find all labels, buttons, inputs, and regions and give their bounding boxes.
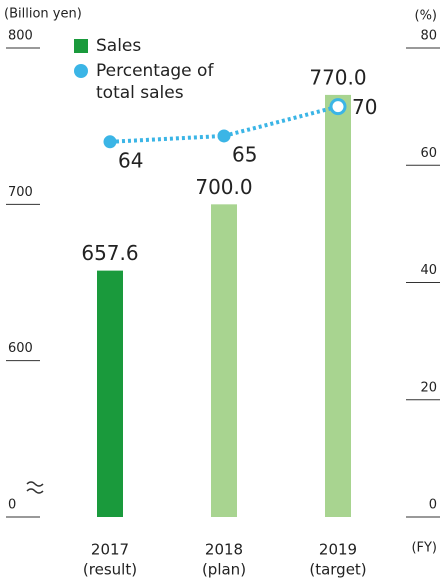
legend-label: Sales xyxy=(96,36,142,56)
data-label: 70 xyxy=(352,95,377,119)
data-label: 770.0 xyxy=(309,65,366,89)
axis-break xyxy=(26,481,44,494)
data-label: 700.0 xyxy=(195,175,252,199)
legend: Sales Percentage of total sales xyxy=(74,35,216,104)
bar xyxy=(325,94,351,518)
y2-tick-label: 40 xyxy=(420,263,437,278)
y-axis-label: (Billion yen) xyxy=(4,7,82,22)
y2-axis-label: (%) xyxy=(415,9,438,24)
line-point xyxy=(217,129,231,143)
x-tick-sublabel: (plan) xyxy=(202,561,246,579)
y-tick-label: 700 xyxy=(8,185,33,200)
bar xyxy=(211,204,237,518)
legend-item: Sales xyxy=(74,35,216,57)
x-tick-label: 2018 xyxy=(205,541,243,559)
y-tick-label: 800 xyxy=(8,29,33,44)
legend-item: Percentage of total sales xyxy=(74,60,216,104)
y2-tick-label: 0 xyxy=(429,498,437,513)
y-tick-label: 600 xyxy=(8,341,33,356)
legend-swatch xyxy=(74,39,88,53)
y2-tick-label: 80 xyxy=(420,29,437,44)
data-label: 657.6 xyxy=(81,241,138,265)
data-label: 65 xyxy=(232,142,257,166)
legend-label: Percentage of total sales xyxy=(96,61,214,103)
line-point xyxy=(329,98,347,116)
y2-tick-label: 20 xyxy=(420,380,437,395)
y-tick-label: 0 xyxy=(8,498,16,513)
x-tick-sublabel: (result) xyxy=(83,561,137,579)
legend-swatch xyxy=(74,64,88,78)
data-label: 64 xyxy=(118,148,143,172)
y2-tick-label: 60 xyxy=(420,146,437,161)
x-tick-label: 2019 xyxy=(319,541,357,559)
x-tick-sublabel: (target) xyxy=(309,561,366,579)
bar xyxy=(97,270,123,517)
x-tick-label: 2017 xyxy=(91,541,129,559)
x-axis-label: (FY) xyxy=(411,541,437,556)
line-point xyxy=(103,135,117,149)
